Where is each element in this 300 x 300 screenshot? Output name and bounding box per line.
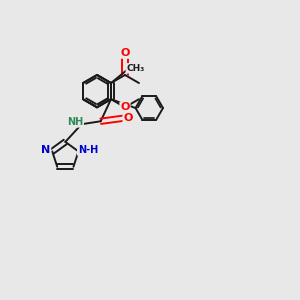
Text: CH₃: CH₃ [126, 64, 145, 73]
Text: O: O [120, 48, 130, 58]
Text: NH: NH [67, 117, 83, 127]
Text: O: O [123, 113, 133, 123]
Text: N: N [41, 145, 50, 155]
Text: N-H: N-H [78, 145, 98, 155]
Text: O: O [120, 102, 130, 112]
